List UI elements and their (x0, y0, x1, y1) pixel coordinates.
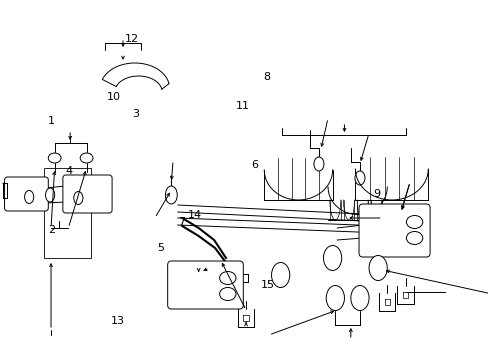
FancyBboxPatch shape (4, 177, 48, 211)
Ellipse shape (325, 285, 344, 310)
Text: 10: 10 (106, 92, 121, 102)
Ellipse shape (480, 220, 488, 230)
Ellipse shape (48, 153, 61, 163)
Text: 5: 5 (157, 243, 163, 253)
Ellipse shape (350, 285, 368, 310)
Ellipse shape (219, 271, 236, 284)
FancyBboxPatch shape (358, 204, 429, 257)
Text: 14: 14 (188, 210, 202, 220)
Ellipse shape (323, 246, 341, 270)
Ellipse shape (165, 186, 177, 204)
FancyBboxPatch shape (167, 261, 243, 309)
Text: 15: 15 (261, 280, 275, 290)
Ellipse shape (45, 188, 55, 202)
Text: 6: 6 (251, 160, 258, 170)
Ellipse shape (406, 231, 422, 244)
Text: 8: 8 (263, 72, 269, 82)
Ellipse shape (368, 256, 386, 280)
FancyBboxPatch shape (63, 175, 112, 213)
Ellipse shape (354, 171, 364, 185)
Text: 2: 2 (48, 225, 55, 235)
Ellipse shape (80, 153, 93, 163)
Ellipse shape (271, 262, 289, 288)
Text: 12: 12 (124, 34, 138, 44)
Text: 3: 3 (132, 109, 139, 120)
Ellipse shape (24, 190, 34, 203)
Text: 1: 1 (48, 116, 55, 126)
Text: 7: 7 (178, 217, 185, 228)
Ellipse shape (406, 216, 422, 229)
Ellipse shape (74, 192, 83, 204)
Text: 4: 4 (65, 166, 73, 176)
Ellipse shape (313, 157, 323, 171)
Bar (43, 168, 91, 258)
Ellipse shape (219, 288, 236, 301)
Text: 13: 13 (111, 316, 125, 326)
Text: 9: 9 (372, 189, 379, 199)
Text: 11: 11 (235, 101, 249, 111)
